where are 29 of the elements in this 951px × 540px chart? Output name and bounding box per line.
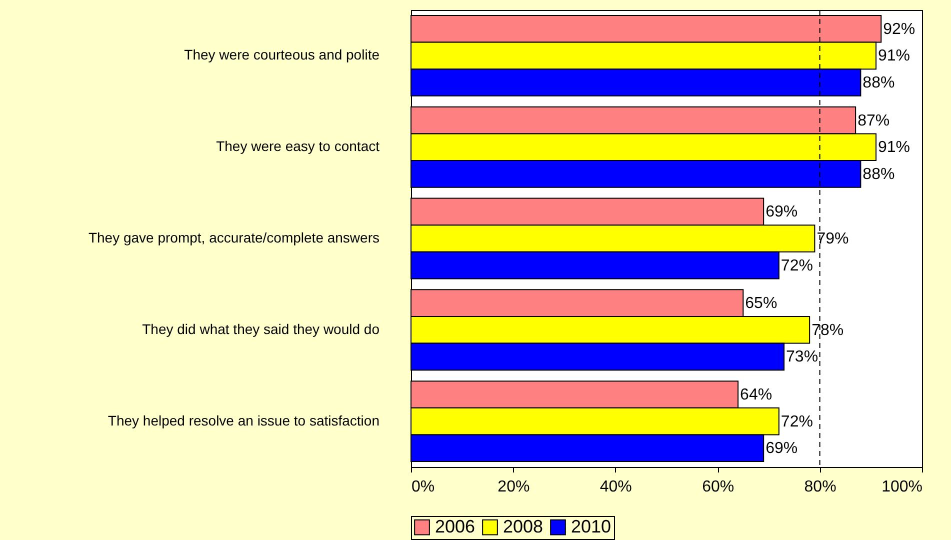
data-label: 64%: [740, 386, 772, 404]
x-tick-label: 40%: [600, 478, 632, 496]
data-label: 88%: [862, 166, 895, 183]
data-label: 79%: [816, 230, 849, 248]
data-label: 69%: [766, 204, 798, 221]
x-tick-label: 100%: [882, 478, 922, 496]
data-label: 73%: [786, 348, 818, 366]
y-tick-label: They were courteous and polite: [184, 46, 380, 63]
data-label: 91%: [878, 139, 910, 156]
data-label: 91%: [878, 48, 910, 65]
data-label: 65%: [745, 295, 778, 312]
data-label: 87%: [858, 112, 890, 130]
data-label: 88%: [862, 74, 895, 92]
data-label: 92%: [883, 20, 916, 38]
y-tick-label: They helped resolve an issue to satisfaction: [108, 412, 380, 428]
legend-label: 2010: [571, 516, 612, 536]
y-tick-label: They did what they said they would do: [142, 320, 380, 337]
y-tick-label: They were easy to contact: [216, 138, 380, 154]
x-tick-label: 60%: [702, 478, 734, 496]
legend-label: 2008: [503, 516, 544, 536]
data-label: 78%: [812, 322, 844, 339]
y-tick-label: They gave prompt, accurate/complete answers: [88, 230, 380, 246]
x-tick-label: 0%: [412, 478, 435, 496]
x-tick-label: 20%: [498, 478, 530, 496]
data-label: 72%: [780, 257, 813, 274]
data-label: 69%: [766, 440, 798, 458]
legend-label: 2006: [435, 516, 476, 536]
data-label: 72%: [780, 413, 813, 430]
x-tick-label: 80%: [804, 478, 836, 496]
